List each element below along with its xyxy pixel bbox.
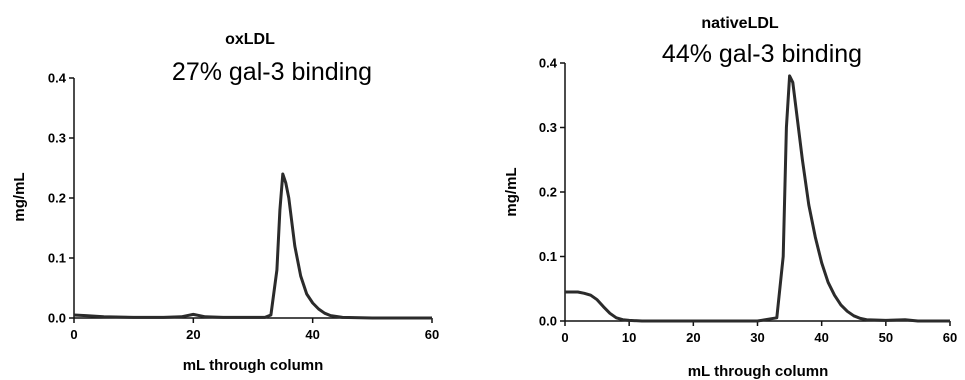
x-tick-label: 10 (622, 330, 636, 345)
y-axis-label: mg/mL (11, 172, 28, 221)
chart-nativeldl: nativeLDL 44% gal-3 binding mg/mL mL thr… (503, 15, 957, 380)
x-axis-label: mL through column (183, 357, 324, 374)
y-tick-label: 0.2 (539, 185, 557, 200)
y-tick-label: 0.0 (48, 311, 66, 326)
chart-subtitle: 27% gal-3 binding (172, 58, 372, 86)
x-tick-label: 30 (750, 330, 764, 345)
x-tick-label: 20 (186, 327, 200, 342)
x-tick-label: 50 (879, 330, 893, 345)
x-tick-label: 0 (561, 330, 568, 345)
chart-title: nativeLDL (701, 15, 779, 32)
y-tick-label: 0.2 (48, 191, 66, 206)
chart-subtitle: 44% gal-3 binding (662, 40, 862, 68)
x-tick-label: 40 (305, 327, 319, 342)
y-tick-label: 0.4 (48, 71, 67, 86)
x-tick-label: 20 (686, 330, 700, 345)
series-line (565, 74, 950, 323)
chart-title: oxLDL (225, 31, 275, 48)
y-tick-label: 0.4 (539, 56, 558, 71)
x-tick-label: 0 (70, 327, 77, 342)
series-line (73, 172, 432, 320)
chart-oxldl: oxLDL 27% gal-3 binding mg/mL mL through… (11, 31, 439, 374)
x-tick-label: 60 (425, 327, 439, 342)
x-axis-label: mL through column (688, 363, 829, 380)
x-tick-label: 40 (814, 330, 828, 345)
y-tick-label: 0.3 (48, 131, 66, 146)
y-tick-label: 0.3 (539, 120, 557, 135)
x-tick-label: 60 (943, 330, 957, 345)
y-tick-label: 0.1 (539, 249, 557, 264)
y-axis-label: mg/mL (503, 167, 520, 216)
y-tick-label: 0.1 (48, 251, 66, 266)
y-tick-label: 0.0 (539, 314, 557, 329)
